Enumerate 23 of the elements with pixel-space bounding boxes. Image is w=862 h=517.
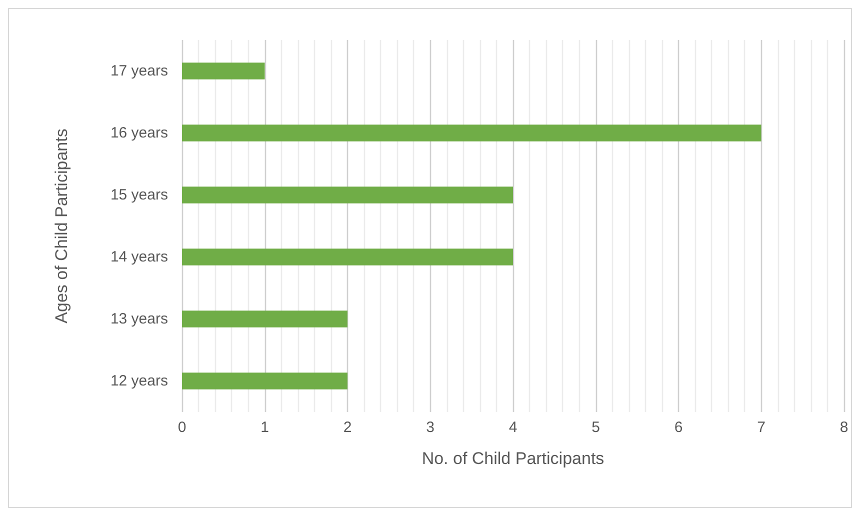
bar bbox=[182, 186, 513, 204]
bar bbox=[182, 248, 513, 266]
x-tick-label: 3 bbox=[426, 419, 434, 436]
y-axis-title: Ages of Child Participants bbox=[52, 128, 71, 324]
x-tick-label: 1 bbox=[260, 419, 269, 436]
bar bbox=[182, 372, 348, 390]
x-tick-label: 2 bbox=[343, 419, 352, 436]
y-tick-label: 16 years bbox=[110, 124, 168, 142]
y-tick-label: 15 years bbox=[110, 186, 168, 204]
x-tick-label: 6 bbox=[674, 419, 683, 436]
x-axis-title: No. of Child Participants bbox=[422, 449, 604, 468]
x-tick-label: 0 bbox=[178, 419, 186, 436]
y-tick-label: 14 years bbox=[110, 248, 168, 266]
x-tick-label: 7 bbox=[757, 419, 766, 436]
bar bbox=[182, 62, 265, 80]
y-tick-label: 17 years bbox=[110, 62, 168, 80]
x-tick-label: 8 bbox=[840, 419, 848, 436]
y-tick-label: 12 years bbox=[110, 372, 168, 390]
x-tick-label: 5 bbox=[592, 419, 600, 436]
x-tick-label: 4 bbox=[508, 419, 518, 436]
bar bbox=[182, 124, 762, 142]
bar bbox=[182, 310, 348, 328]
y-tick-label: 13 years bbox=[110, 310, 168, 328]
